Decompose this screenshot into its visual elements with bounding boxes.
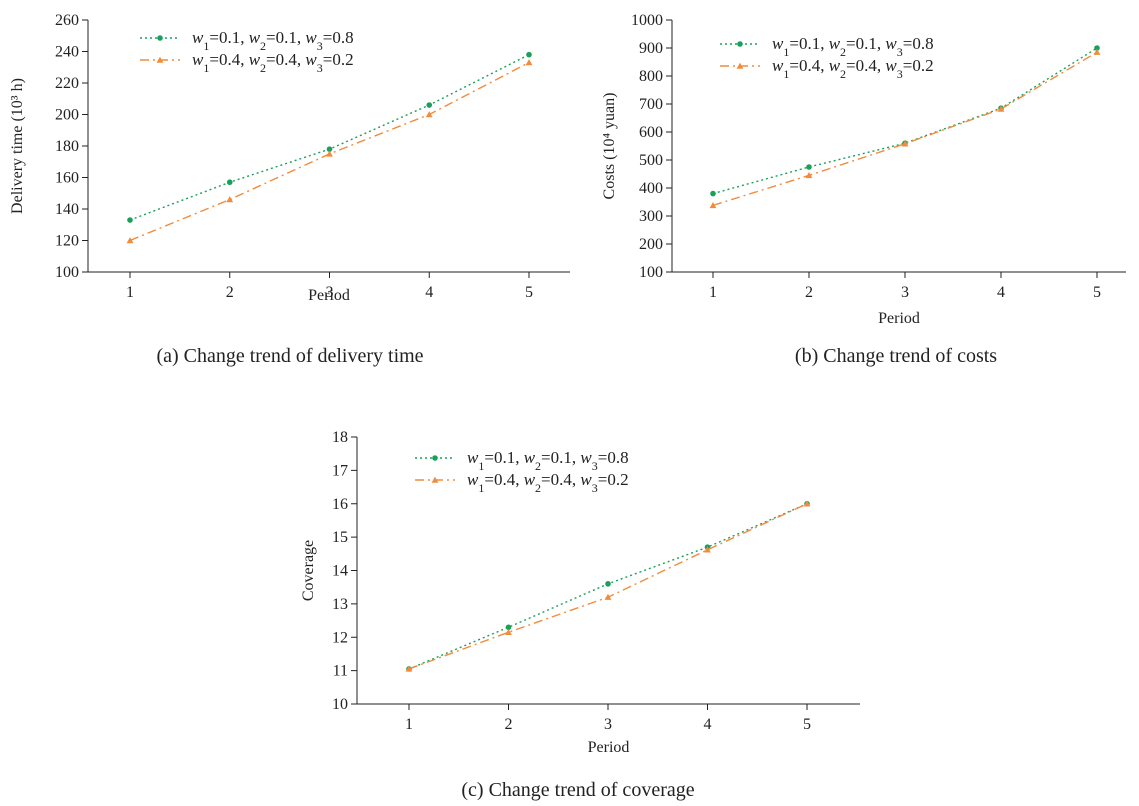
y-tick-label: 15 [332,529,348,546]
x-axis-title: Period [878,310,920,327]
x-axis-title: Period [308,287,350,304]
data-point-series-2 [803,500,811,507]
y-tick-label: 12 [332,629,348,646]
x-tick-label: 1 [709,284,717,301]
data-point-series-2 [1093,48,1101,55]
y-tick-label: 600 [639,124,663,141]
legend-label: w1=0.1, w2=0.1, w3=0.8 [467,448,629,473]
x-tick-label: 1 [126,284,134,301]
data-point-series-2 [704,546,711,553]
data-point-series-1 [605,581,611,587]
y-tick-label: 18 [332,429,348,446]
y-tick-label: 900 [639,40,663,57]
y-tick-label: 400 [639,180,663,197]
y-tick-label: 10 [332,696,348,713]
y-tick-label: 17 [332,462,348,479]
data-point-series-1 [526,51,532,58]
legend-swatch-marker [156,56,164,63]
legend-label: w1=0.4, w2=0.4, w3=0.2 [772,56,934,81]
legend-swatch-marker [157,35,163,41]
data-point-series-1 [806,164,812,170]
chart-caption: (c) Change trend of coverage [461,779,694,801]
y-tick-label: 13 [332,596,348,613]
x-tick-label: 2 [805,284,813,301]
data-point-series-1 [127,217,133,223]
data-point-series-2 [405,665,413,672]
data-point-series-2 [126,237,134,244]
y-tick-label: 220 [55,75,79,92]
x-tick-label: 4 [704,716,712,733]
data-point-series-2 [525,59,533,66]
y-tick-label: 180 [55,138,79,155]
y-tick-label: 240 [55,44,79,61]
y-tick-label: 1000 [631,12,663,29]
x-tick-label: 5 [1093,284,1101,301]
legend-label: w1=0.4, w2=0.4, w3=0.2 [467,470,629,495]
y-tick-label: 300 [639,208,663,225]
y-tick-label: 800 [639,68,663,85]
y-tick-label: 200 [639,236,663,253]
legend-label: w1=0.1, w2=0.1, w3=0.8 [772,34,934,59]
chart-panel-1: 100 120 140 160 180 200 220 240 260 1 2 3 4 5 Period De… [9,12,570,367]
x-tick-label: 4 [997,284,1005,301]
y-tick-label: 100 [639,264,663,281]
legend-label: w1=0.4, w2=0.4, w3=0.2 [192,50,354,75]
data-point-series-2 [505,628,512,635]
data-point-series-2 [425,111,433,118]
data-point-series-1 [1094,45,1100,51]
data-point-series-2 [604,593,612,600]
series-line-2 [712,51,1098,207]
data-point-series-2 [997,105,1005,112]
y-tick-label: 16 [332,496,348,513]
x-tick-label: 5 [525,284,533,301]
y-tick-label: 260 [55,12,79,29]
data-point-series-1 [226,179,233,186]
data-point-series-2 [226,196,234,203]
series-line-1 [129,54,530,221]
legend-swatch-marker [432,455,438,461]
y-tick-label: 200 [55,107,79,124]
y-tick-label: 14 [332,563,348,580]
y-tick-label: 11 [333,663,348,680]
x-tick-label: 2 [505,716,513,733]
data-point-series-1 [710,190,716,197]
y-tick-label: 120 [55,233,79,250]
x-axis-title: Period [588,739,630,756]
x-tick-label: 3 [326,284,334,301]
y-axis-title: Delivery time (10³ h) [9,78,26,214]
chart-caption: (a) Change trend of delivery time [156,345,423,367]
y-tick-label: 100 [55,264,79,281]
y-tick-label: 500 [639,152,663,169]
data-point-series-1 [326,146,333,152]
x-tick-label: 2 [226,284,234,301]
data-point-series-2 [326,150,333,157]
y-tick-label: 160 [55,170,79,187]
x-tick-label: 5 [803,716,811,733]
x-tick-label: 3 [901,284,909,301]
data-point-series-2 [901,140,909,147]
data-point-series-2 [709,201,717,209]
data-point-series-2 [805,172,813,179]
data-point-series-1 [505,624,512,631]
y-tick-label: 140 [55,201,79,218]
x-tick-label: 3 [604,716,612,733]
x-tick-label: 1 [405,716,413,733]
series-line-1 [712,47,1098,195]
y-axis-title: Costs (10⁴ yuan) [601,93,618,200]
chart-caption: (b) Change trend of costs [795,345,997,367]
legend-label: w1=0.1, w2=0.1, w3=0.8 [192,28,354,53]
y-axis-title: Coverage [300,540,317,601]
x-tick-label: 4 [425,284,433,301]
chart-panel-2: 100 200 300 400 500 600 700 800 900 1000 1 2 3 4 5 Peri… [601,12,1126,367]
legend-swatch-marker [431,476,439,483]
y-tick-label: 700 [639,96,663,113]
legend-swatch-marker [737,41,743,47]
legend-swatch-marker [736,62,744,69]
data-point-series-1 [426,102,433,108]
